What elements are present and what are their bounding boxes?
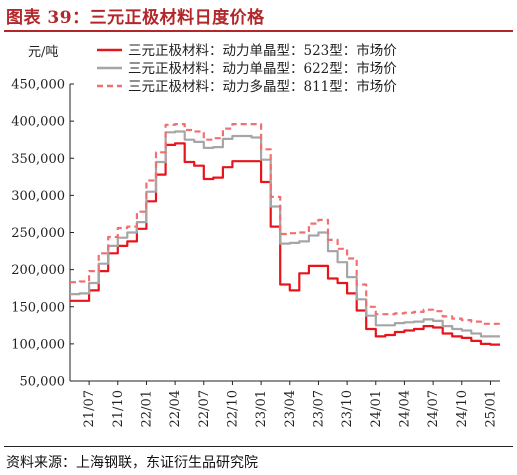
x-tick-label: 22/10 bbox=[225, 390, 240, 427]
figure-title: 图表 39：三元正极材料日度价格 bbox=[6, 8, 265, 28]
x-tick-label: 24/07 bbox=[426, 390, 441, 427]
y-tick-label: 250,000 bbox=[11, 226, 65, 241]
x-tick-label: 22/04 bbox=[168, 390, 183, 427]
y-axis-label: 元/吨 bbox=[28, 45, 58, 60]
title-divider bbox=[4, 30, 513, 32]
series-line-3 bbox=[70, 123, 500, 325]
x-tick-label: 24/01 bbox=[369, 390, 384, 427]
legend-label: 三元正极材料：动力单晶型：523型：市场价 bbox=[128, 42, 397, 59]
source-note: 资料来源：上海钢联，东证衍生品研究院 bbox=[6, 455, 258, 471]
y-tick-label: 450,000 bbox=[11, 78, 65, 93]
x-tick-label: 22/07 bbox=[197, 390, 212, 427]
y-axis: 50,000 100,000 150,000 200,000 250,000 300,00… bbox=[11, 78, 74, 390]
y-tick-label: 350,000 bbox=[11, 152, 65, 167]
x-tick-label: 25/01 bbox=[483, 390, 498, 427]
legend-label: 三元正极材料：动力多晶型：811型：市场价 bbox=[128, 78, 397, 95]
y-tick-label: 300,000 bbox=[11, 189, 65, 204]
footer-divider bbox=[4, 446, 513, 447]
x-tick-label: 22/01 bbox=[139, 390, 154, 427]
x-tick-label: 23/07 bbox=[311, 390, 326, 427]
x-tick-label: 21/07 bbox=[82, 390, 97, 427]
x-tick-label: 23/04 bbox=[283, 390, 298, 427]
x-tick-label: 21/10 bbox=[111, 390, 126, 427]
x-tick-label: 24/04 bbox=[397, 390, 412, 427]
series-lines bbox=[70, 123, 500, 346]
legend: 三元正极材料：动力单晶型：523型：市场价三元正极材料：动力单晶型：622型：市… bbox=[97, 42, 397, 95]
y-tick-label: 50,000 bbox=[20, 375, 66, 390]
y-tick-label: 100,000 bbox=[11, 337, 65, 352]
x-tick-label: 23/10 bbox=[340, 390, 355, 427]
series-line-1 bbox=[70, 142, 500, 346]
y-tick-label: 200,000 bbox=[11, 263, 65, 278]
y-tick-label: 400,000 bbox=[11, 115, 65, 130]
legend-label: 三元正极材料：动力单晶型：622型：市场价 bbox=[128, 60, 397, 77]
x-tick-label: 24/10 bbox=[455, 390, 470, 427]
y-tick-label: 150,000 bbox=[11, 300, 65, 315]
x-axis: 21/07 21/10 22/01 22/04 22/07 22/10 23/01 23/04… bbox=[70, 380, 500, 427]
x-tick-label: 23/01 bbox=[254, 390, 269, 427]
series-line-2 bbox=[70, 130, 500, 338]
